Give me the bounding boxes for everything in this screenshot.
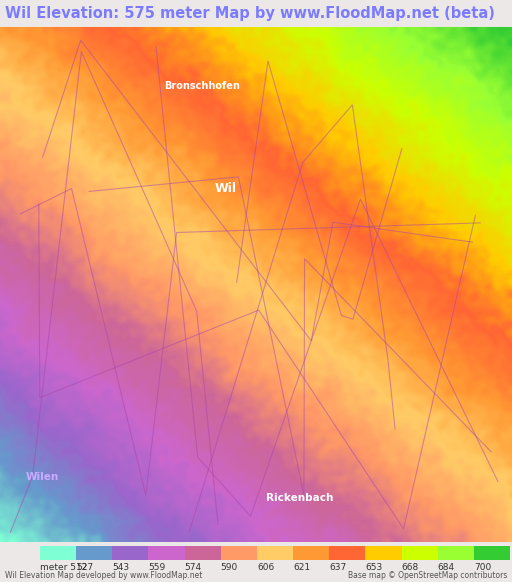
Text: 590: 590 <box>221 563 238 572</box>
Bar <box>221 546 257 560</box>
Bar <box>257 546 293 560</box>
Text: 684: 684 <box>438 563 455 572</box>
Text: 574: 574 <box>185 563 202 572</box>
Bar <box>438 546 474 560</box>
Text: 700: 700 <box>474 563 491 572</box>
Bar <box>76 546 112 560</box>
Text: Wilen: Wilen <box>26 472 59 482</box>
Bar <box>293 546 329 560</box>
Text: Base map © OpenStreetMap contributors: Base map © OpenStreetMap contributors <box>348 571 507 580</box>
Bar <box>474 546 510 560</box>
Bar <box>401 546 438 560</box>
Text: 653: 653 <box>366 563 382 572</box>
Bar <box>185 546 221 560</box>
Text: 606: 606 <box>257 563 274 572</box>
Text: 559: 559 <box>148 563 166 572</box>
Text: Bronschhofen: Bronschhofen <box>164 81 240 91</box>
Text: Rickenbach: Rickenbach <box>266 493 334 503</box>
Text: 668: 668 <box>401 563 419 572</box>
Text: Wil Elevation: 575 meter Map by www.FloodMap.net (beta): Wil Elevation: 575 meter Map by www.Floo… <box>5 6 495 21</box>
Bar <box>40 546 76 560</box>
Bar <box>366 546 401 560</box>
Text: 637: 637 <box>329 563 347 572</box>
Text: 621: 621 <box>293 563 310 572</box>
Text: Wil: Wil <box>215 182 237 195</box>
Text: 543: 543 <box>112 563 130 572</box>
Text: 527: 527 <box>76 563 93 572</box>
Bar <box>329 546 366 560</box>
Text: Wil Elevation Map developed by www.FloodMap.net: Wil Elevation Map developed by www.Flood… <box>5 571 202 580</box>
Bar <box>148 546 185 560</box>
Text: meter 512: meter 512 <box>40 563 88 572</box>
Bar <box>112 546 148 560</box>
